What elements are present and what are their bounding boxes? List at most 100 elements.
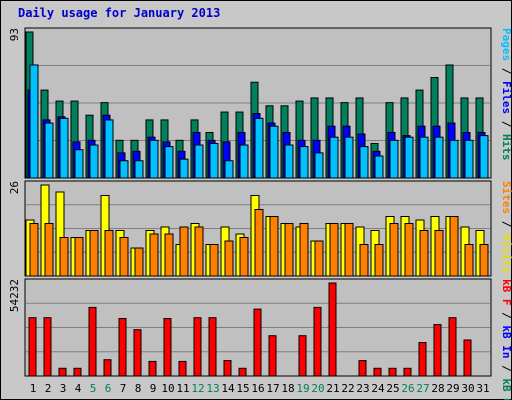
bar-pages-day-2 <box>44 122 54 179</box>
legend-sites: Sites <box>500 181 512 214</box>
day-label-30: 30 <box>461 382 474 395</box>
bar-kbf-day-5 <box>88 306 97 377</box>
bar-sites-day-25 <box>389 223 399 277</box>
day-label-17: 17 <box>266 382 279 395</box>
legend-pages: Pages <box>500 28 512 61</box>
bar-kbf-day-10 <box>163 318 172 377</box>
bar-sites-day-20 <box>314 240 324 277</box>
day-label-12: 12 <box>191 382 204 395</box>
bar-marks <box>25 31 489 377</box>
bar-sites-day-28 <box>434 230 444 277</box>
day-label-31: 31 <box>476 382 489 395</box>
bar-pages-day-14 <box>224 160 234 179</box>
bar-sites-day-26 <box>404 223 414 277</box>
max-label-hits: 93 <box>8 28 21 41</box>
bar-kbf-day-20 <box>313 306 322 377</box>
bar-pages-day-22 <box>344 136 354 179</box>
day-label-18: 18 <box>281 382 294 395</box>
day-label-2: 2 <box>45 382 52 395</box>
bar-pages-day-29 <box>449 139 459 179</box>
bar-sites-day-23 <box>359 244 369 277</box>
bar-sites-day-3 <box>59 237 69 277</box>
day-label-27: 27 <box>416 382 429 395</box>
bar-sites-day-13 <box>209 244 219 277</box>
legend-files: Files <box>500 81 512 114</box>
day-label-16: 16 <box>251 382 264 395</box>
legend-hits: Hits <box>500 134 512 161</box>
bar-pages-day-27 <box>419 136 429 179</box>
day-label-11: 11 <box>176 382 189 395</box>
bar-sites-day-15 <box>239 237 249 277</box>
bar-sites-day-11 <box>179 226 189 277</box>
legend-visits-sites: Sites / Visits <box>500 181 512 274</box>
bar-kbf-day-11 <box>178 360 187 377</box>
legend-sep-1: / <box>500 61 512 81</box>
bar-kbf-day-1 <box>28 317 37 377</box>
bar-pages-day-12 <box>194 144 204 179</box>
bar-kbf-day-26 <box>403 367 412 377</box>
legend-visits: Visits <box>500 234 512 274</box>
legend-kb-f: kB F <box>500 279 512 306</box>
bar-pages-day-9 <box>149 139 159 179</box>
bar-pages-day-19 <box>299 146 309 179</box>
day-label-9: 9 <box>150 382 157 395</box>
bar-sites-day-4 <box>74 237 84 277</box>
legend-kb: kB F / kB In / kB Out <box>500 279 512 400</box>
bar-sites-day-8 <box>134 247 144 277</box>
bar-pages-day-16 <box>254 117 264 179</box>
bar-pages-day-7 <box>119 160 129 179</box>
max-label-visits: 26 <box>8 181 21 194</box>
bar-pages-day-4 <box>74 149 84 179</box>
bar-pages-day-23 <box>359 146 369 179</box>
bar-pages-day-11 <box>179 158 189 179</box>
bar-pages-day-28 <box>434 136 444 179</box>
day-label-22: 22 <box>341 382 354 395</box>
day-label-23: 23 <box>356 382 369 395</box>
legend-sep-2: / <box>500 114 512 134</box>
bar-pages-day-17 <box>269 125 279 179</box>
bar-pages-day-21 <box>329 136 339 179</box>
bar-kbf-day-8 <box>133 329 142 377</box>
bar-kbf-day-9 <box>148 360 157 377</box>
legend-sep-4: / <box>500 306 512 326</box>
bar-kbf-day-16 <box>253 308 262 377</box>
bar-sites-day-14 <box>224 240 234 277</box>
bar-pages-day-26 <box>404 136 414 179</box>
bar-kbf-day-24 <box>373 367 382 377</box>
bar-pages-day-20 <box>314 152 324 179</box>
bar-sites-day-30 <box>464 244 474 277</box>
bar-sites-day-12 <box>194 226 204 277</box>
bar-sites-day-24 <box>374 244 384 277</box>
bar-kbf-day-28 <box>433 324 442 377</box>
bar-pages-day-13 <box>209 142 219 179</box>
bar-pages-day-1 <box>29 64 39 179</box>
bar-pages-day-30 <box>464 139 474 179</box>
bar-pages-day-15 <box>239 144 249 179</box>
day-label-5: 5 <box>90 382 97 395</box>
bar-pages-day-10 <box>164 146 174 179</box>
bar-kbf-day-17 <box>268 335 277 377</box>
bar-sites-day-17 <box>269 216 279 277</box>
bar-sites-day-22 <box>344 223 354 277</box>
bar-pages-day-8 <box>134 160 144 179</box>
day-label-8: 8 <box>135 382 142 395</box>
bar-pages-day-6 <box>104 119 114 179</box>
bar-sites-day-27 <box>419 230 429 277</box>
bar-kbf-day-29 <box>448 317 457 377</box>
bar-sites-day-19 <box>299 223 309 277</box>
bar-sites-day-2 <box>44 223 54 277</box>
bar-pages-day-18 <box>284 144 294 179</box>
legend-hits-files-pages: Pages / Files / Hits <box>500 28 512 161</box>
bar-sites-day-6 <box>104 230 114 277</box>
bar-kbf-day-23 <box>358 360 367 377</box>
bar-kbf-day-27 <box>418 342 427 377</box>
bar-sites-day-21 <box>329 223 339 277</box>
bar-pages-day-24 <box>374 155 384 179</box>
legend-kb-in: kB In <box>500 325 512 358</box>
bar-pages-day-31 <box>479 135 489 179</box>
bar-kbf-day-3 <box>58 367 67 377</box>
day-label-10: 10 <box>161 382 174 395</box>
day-label-29: 29 <box>446 382 459 395</box>
bar-kbf-day-14 <box>223 360 232 377</box>
